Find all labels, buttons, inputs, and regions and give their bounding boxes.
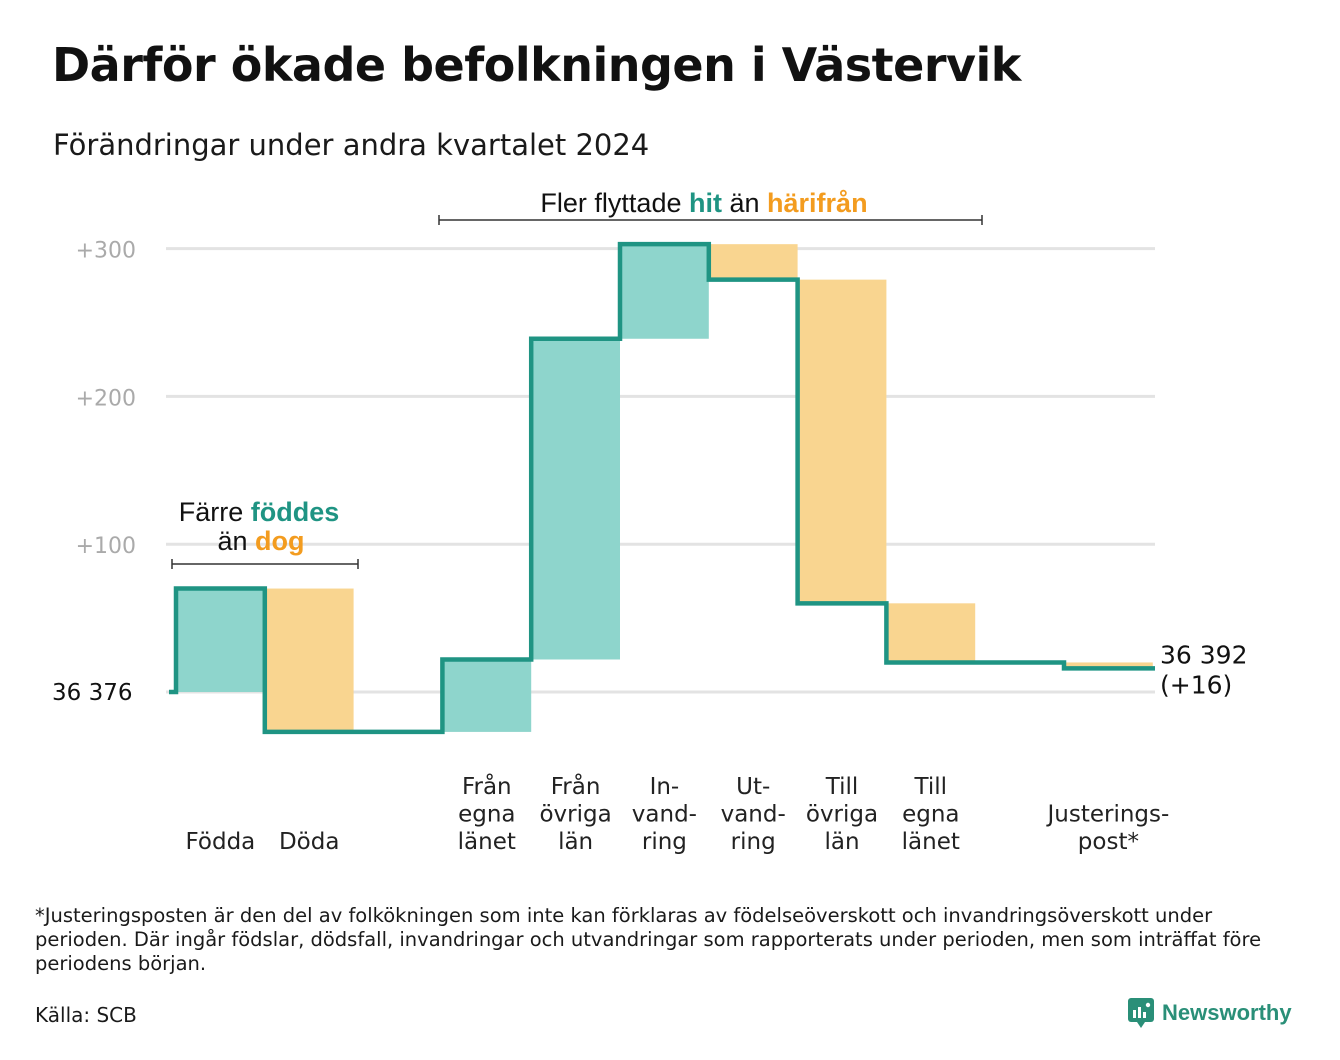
annotation-text-normal: Färre	[179, 497, 251, 527]
annotation-text-normal: än	[722, 188, 767, 218]
annotation-text-normal: Fler flyttade	[540, 188, 689, 218]
annotation-text-orange: härifrån	[767, 188, 868, 218]
label-layer: Födda DödaFrånegnalänetFrånövrigalänIn-va…	[52, 640, 1247, 855]
bar-doda	[264, 588, 354, 732]
x-label-invandring: vand-	[632, 802, 697, 828]
x-label-fran_ovriga: övriga	[539, 802, 611, 828]
x-label-utvandring: vand-	[721, 802, 786, 828]
brand-name: Newsworthy	[1162, 1000, 1292, 1025]
bar-till_ovriga	[797, 279, 887, 604]
y-tick-label: +100	[76, 534, 136, 559]
chart-title: Därför ökade befolkningen i Västervik	[52, 38, 1021, 92]
x-label-till_ovriga: Till	[825, 774, 859, 800]
annotation-text-teal: hit	[689, 188, 722, 218]
x-label-utvandring: Ut-	[736, 774, 770, 800]
cumulative-step-line	[169, 241, 1155, 735]
annotation-migration: Fler flyttade hit än härifrån	[540, 188, 867, 218]
annotation-births-line2: än dog	[217, 526, 304, 556]
bracket-migration	[438, 215, 983, 225]
start-value-label: 36 376	[52, 680, 132, 706]
x-label-till_egna: länet	[902, 829, 960, 855]
brand[interactable]: Newsworthy	[1128, 998, 1292, 1028]
x-label-invandring: ring	[642, 829, 687, 855]
x-label-fran_ovriga: län	[558, 829, 593, 855]
x-label-justering: Justerings-	[1045, 802, 1169, 828]
bar-fran_ovriga	[531, 338, 620, 660]
x-label-fran_egna: Från	[462, 772, 512, 800]
annotation-text-teal: föddes	[251, 497, 340, 527]
newsworthy-logo-icon	[1128, 998, 1154, 1028]
x-label-till_egna: Till	[914, 774, 948, 800]
annotation-text-orange: dog	[255, 526, 304, 556]
footnote: *Justeringsposten är den del av folkökni…	[35, 904, 1262, 975]
end-value-label: 36 392	[1160, 640, 1247, 669]
bar-fran_egna	[442, 659, 532, 732]
annotation-text-normal: än	[217, 526, 255, 556]
x-label-invandring: In-	[650, 774, 680, 800]
bar-fodda	[176, 588, 265, 692]
source-note: Källa: SCB	[35, 1003, 137, 1027]
bar-invandring	[620, 244, 709, 339]
x-label-justering: post*	[1078, 829, 1139, 855]
bar-utvandring	[708, 244, 798, 280]
y-tick-label: +200	[76, 386, 136, 411]
x-label-fran_egna: egna	[458, 802, 515, 828]
x-label-utvandring: ring	[731, 829, 776, 855]
annotation-births-line1: Färre föddes	[179, 497, 340, 527]
waterfall-chart: +300+200+100 Födda DödaFrånegnalänetFrånö…	[52, 188, 1247, 855]
bar-layer	[176, 244, 1153, 732]
y-tick-label: +300	[76, 239, 136, 264]
bar-justering	[1064, 662, 1153, 669]
x-label-fodda: Födda	[186, 829, 256, 855]
x-label-fran_ovriga: Från	[551, 772, 601, 800]
x-label-doda: Döda	[279, 829, 339, 855]
line-layer	[169, 241, 1155, 735]
bracket-births	[171, 559, 359, 569]
bar-till_egna	[886, 603, 976, 663]
end-change-label: (+16)	[1160, 670, 1232, 699]
x-label-fran_egna: länet	[458, 829, 516, 855]
x-label-till_ovriga: län	[824, 829, 859, 855]
x-label-till_ovriga: övriga	[806, 802, 878, 828]
x-label-till_egna: egna	[902, 802, 959, 828]
chart-subtitle: Förändringar under andra kvartalet 2024	[53, 128, 650, 162]
